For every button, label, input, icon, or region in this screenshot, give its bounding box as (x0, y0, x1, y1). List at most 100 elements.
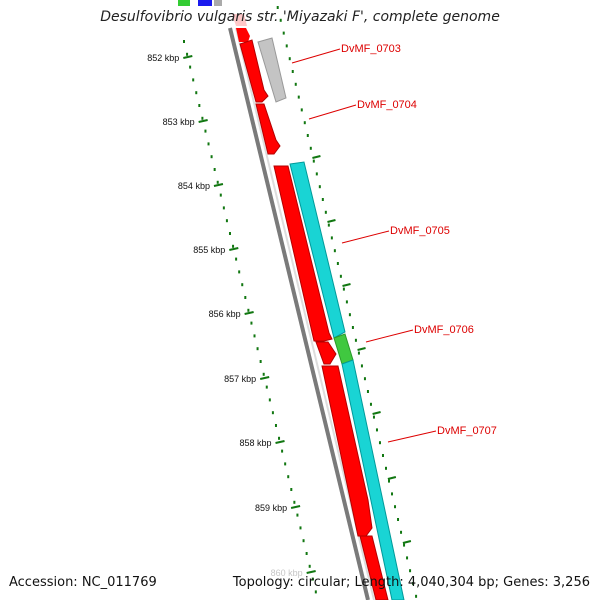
scale-dot (274, 424, 277, 427)
genome-summary-text: Topology: circular; Length: 4,040,304 bp… (232, 575, 590, 590)
top-feature-green (178, 0, 190, 6)
scale-dot (281, 449, 284, 453)
scale-dot (412, 582, 415, 585)
gene-label[interactable]: DvMF_0705 (390, 225, 450, 237)
scale-dot (375, 428, 378, 432)
scale-dot (201, 116, 204, 120)
cds-feature (236, 28, 250, 42)
scale-dot (378, 441, 381, 445)
scale-dot (247, 308, 250, 312)
scale-dot (400, 530, 403, 534)
scale-dot (204, 129, 207, 133)
scale-dot (384, 466, 387, 470)
scale-dot (288, 57, 291, 61)
cds-feature-dvmf-0703 (239, 39, 269, 103)
scale-dot (253, 334, 256, 338)
gene-label[interactable]: DvMF_0704 (357, 99, 417, 111)
scale-tick (312, 155, 321, 159)
scale-dot (348, 313, 351, 317)
scale-dot (186, 52, 189, 56)
gray-feature (257, 37, 287, 103)
accession-text: Accession: NC_011769 (9, 575, 157, 590)
scale-dot (311, 577, 314, 581)
scale-tick-label: 860 kbp (271, 568, 303, 578)
scale-dot (290, 488, 293, 491)
cds-feature-dvmf-0705 (273, 165, 333, 342)
scale-dot (250, 321, 253, 325)
scale-dot (294, 82, 297, 86)
gc-segment (289, 161, 346, 339)
gc-plus-segment (333, 333, 354, 365)
scale-dot (394, 505, 397, 509)
scale-tick (290, 505, 301, 509)
scale-tick (229, 247, 239, 251)
scale-dot (213, 168, 216, 171)
scale-dot (285, 44, 288, 48)
scale-dot (315, 172, 318, 176)
scale-tick (183, 55, 193, 59)
scale-dot (291, 70, 294, 73)
scale-dot (403, 543, 406, 547)
top-feature-gray (214, 0, 222, 6)
scale-dot (415, 594, 418, 598)
scale-tick-label: 859 kbp (255, 503, 287, 513)
gene-label[interactable]: DvMF_0703 (341, 43, 401, 55)
cds-feature-dvmf-0704 (255, 103, 281, 155)
scale-dot (321, 198, 324, 201)
scale-dot (324, 210, 327, 214)
scale-dot (314, 590, 317, 594)
scale-dot (372, 415, 375, 419)
cds-feature-dvmf-0707 (321, 365, 373, 537)
scale-dot (278, 436, 281, 440)
scale-tick (306, 570, 316, 574)
scale-dot (262, 372, 265, 376)
scale-dot (406, 556, 409, 560)
scale-dot (312, 159, 315, 163)
scale-dot (297, 95, 300, 99)
scale-dot (189, 65, 192, 69)
gene-label[interactable]: DvMF_0707 (437, 425, 497, 437)
scale-dot (381, 454, 384, 457)
scale-tick (357, 347, 366, 351)
gene-label[interactable]: DvMF_0706 (414, 324, 474, 336)
scale-dot (216, 180, 219, 184)
scale-tick-label: 858 kbp (239, 438, 271, 448)
gc-segment (341, 359, 405, 600)
scale-tick-label: 857 kbp (224, 374, 256, 384)
scale-dot (306, 134, 309, 137)
scale-dot (198, 104, 201, 107)
scale-dot (360, 364, 363, 368)
scale-tick (372, 411, 381, 415)
scale-dot (279, 18, 282, 22)
gc-track (289, 161, 405, 600)
scale-dot (210, 155, 213, 159)
scale-dot (296, 513, 299, 517)
scale-dot (388, 479, 391, 483)
scale-ticks (183, 55, 412, 574)
scale-dot (351, 326, 354, 329)
scale-tick (198, 119, 208, 123)
scale-dot (293, 500, 296, 504)
scale-dot (183, 40, 185, 43)
scale-dot (232, 244, 235, 248)
scale-dot (228, 232, 231, 235)
scale-tick (213, 183, 224, 187)
scale-dot (241, 283, 244, 287)
scale-tick-label: 852 kbp (147, 53, 179, 63)
scale-dot (284, 462, 287, 466)
cds-feature (359, 535, 389, 600)
scale-dot (219, 193, 222, 197)
scale-dot (268, 398, 271, 402)
scale-dot (235, 257, 238, 261)
cds-feature-dvmf-0706 (315, 341, 337, 365)
scale-dot (342, 287, 345, 291)
scale-dot (345, 300, 348, 304)
scale-dot (305, 552, 308, 555)
scale-dot (259, 360, 262, 363)
scale-dot (333, 249, 336, 253)
scale-tick (342, 283, 351, 287)
scale-dot (354, 338, 357, 342)
scale-dot (308, 564, 311, 568)
scale-dot (391, 492, 394, 496)
